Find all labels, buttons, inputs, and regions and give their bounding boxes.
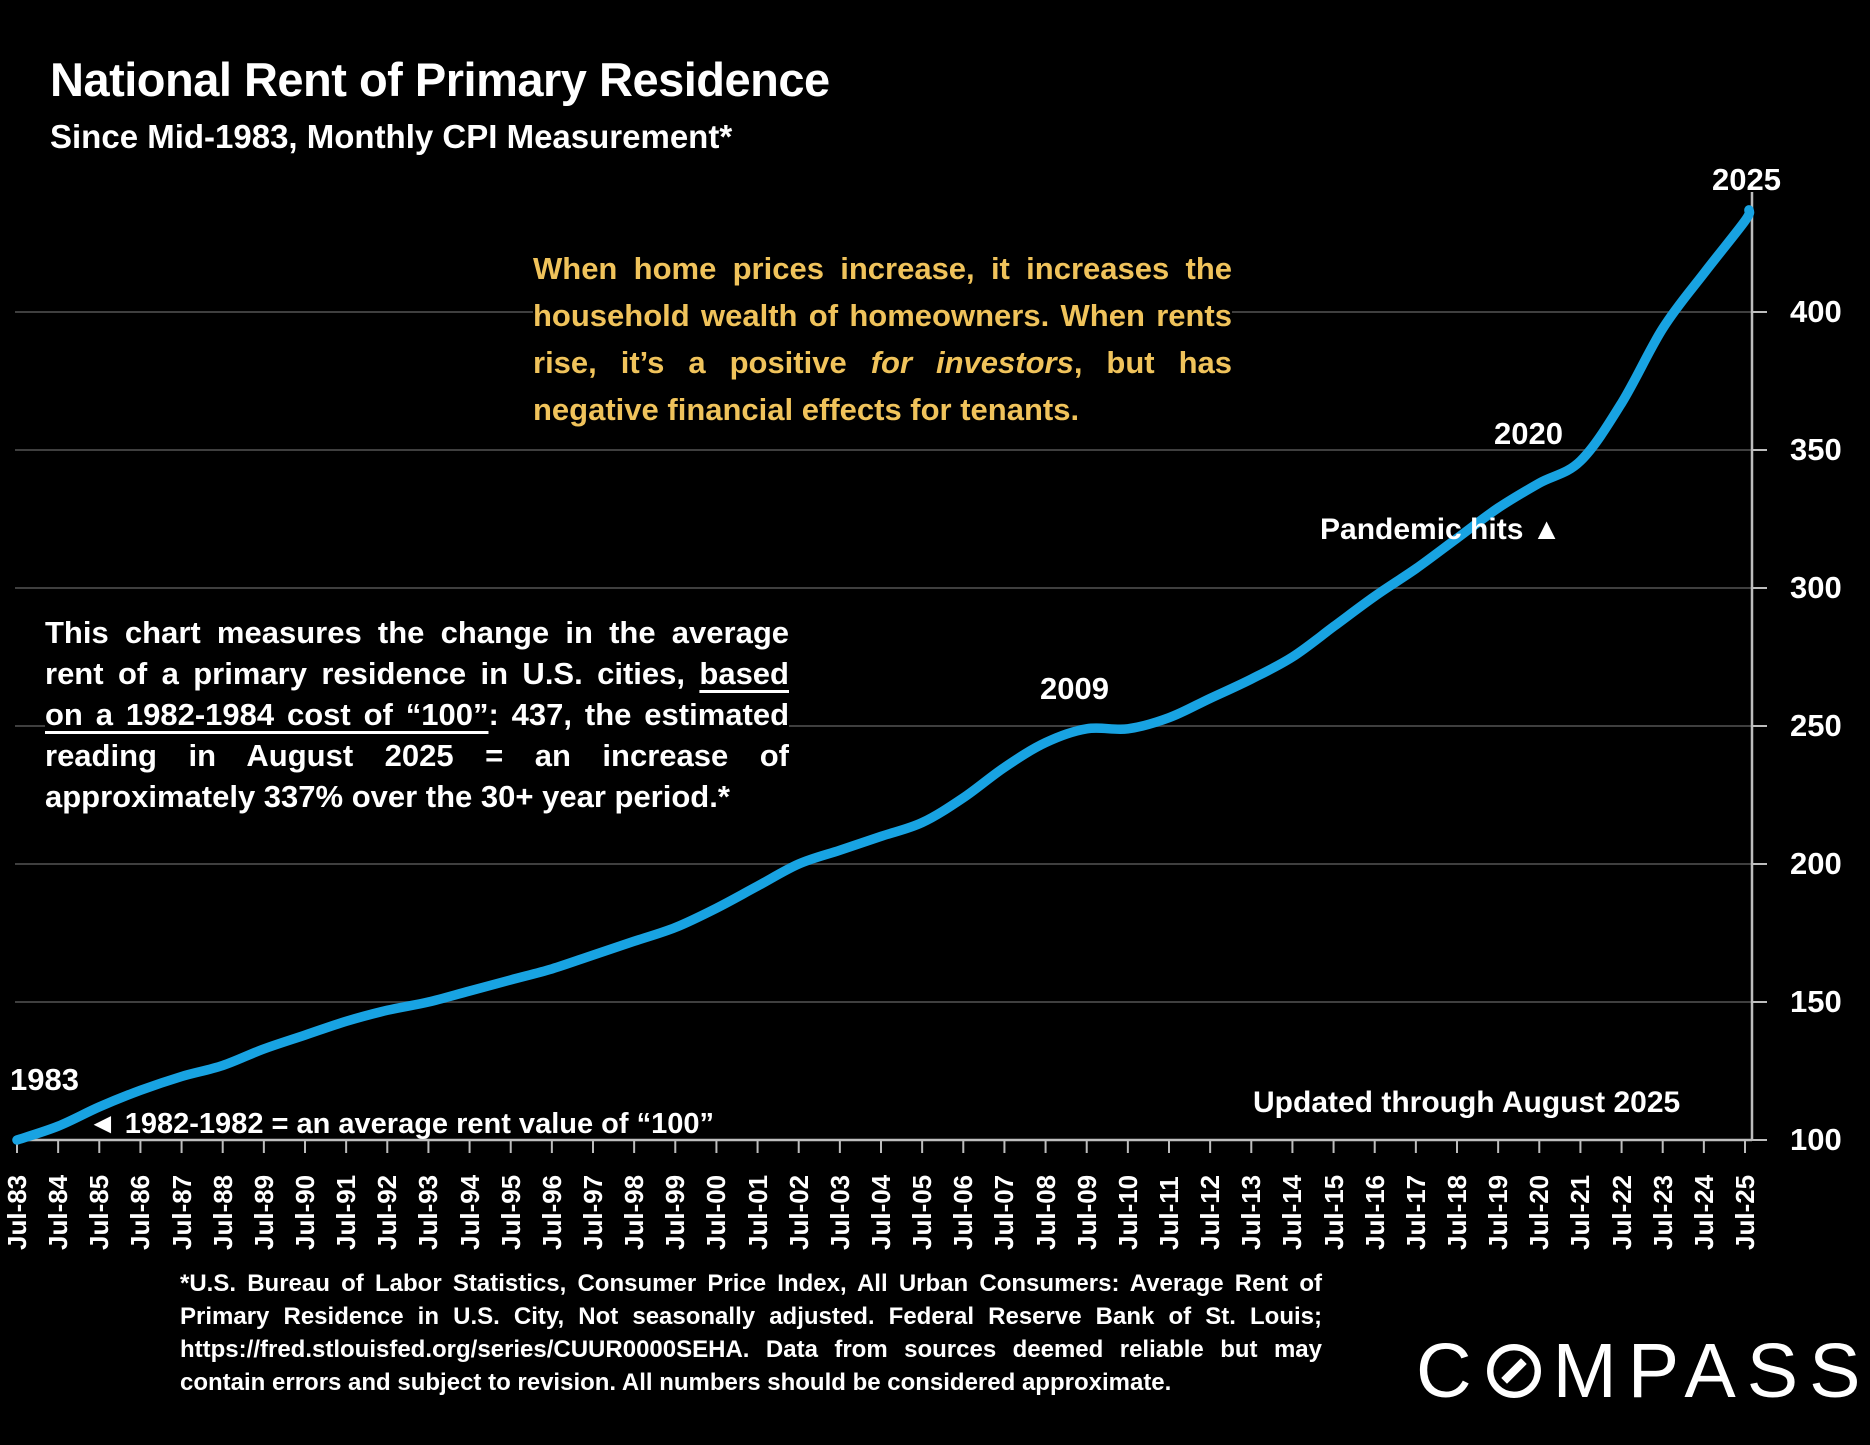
- x-axis-label-Jul-22: Jul-22: [1606, 1174, 1637, 1250]
- x-axis-label-Jul-12: Jul-12: [1195, 1174, 1226, 1250]
- annotation-base-value: ◄ 1982-1982 = an average rent value of “…: [88, 1108, 714, 1140]
- y-axis-label-400: 400: [1790, 294, 1842, 329]
- page-title: National Rent of Primary Residence: [50, 53, 830, 106]
- x-axis-label-Jul-88: Jul-88: [207, 1174, 238, 1250]
- x-axis-label-Jul-17: Jul-17: [1400, 1174, 1431, 1250]
- x-axis-label-Jul-11: Jul-11: [1154, 1176, 1184, 1250]
- wealth-note-post: , but has negative financial effects for…: [533, 345, 1232, 427]
- compass-logo-letter-c: C: [1416, 1328, 1483, 1414]
- x-axis-label-Jul-86: Jul-86: [125, 1174, 156, 1250]
- y-axis-label-150: 150: [1790, 984, 1842, 1019]
- y-axis-label-250: 250: [1790, 708, 1842, 743]
- x-axis-label-Jul-91: Jul-91: [331, 1174, 362, 1250]
- annotation-2020: 2020: [1494, 416, 1563, 451]
- x-axis-label-Jul-89: Jul-89: [248, 1174, 279, 1250]
- annotation-updated-through: Updated through August 2025: [1253, 1086, 1681, 1119]
- x-axis-label-Jul-94: Jul-94: [454, 1174, 485, 1250]
- compass-circle-icon: [1486, 1344, 1541, 1398]
- x-axis-label-Jul-10: Jul-10: [1112, 1174, 1143, 1250]
- y-axis-label-100: 100: [1790, 1122, 1842, 1157]
- y-axis-label-200: 200: [1790, 846, 1842, 881]
- x-axis-label-Jul-90: Jul-90: [290, 1174, 320, 1250]
- wealth-note-italic: for investors: [870, 345, 1074, 380]
- page-subtitle: Since Mid-1983, Monthly CPI Measurement*: [50, 118, 733, 155]
- wealth-note-pre: When home prices increase, it increases …: [533, 251, 1232, 380]
- x-axis-label-Jul-87: Jul-87: [166, 1174, 197, 1250]
- compass-logo-letters-mpass: MPASS: [1552, 1328, 1870, 1414]
- x-axis-label-Jul-08: Jul-08: [1030, 1174, 1061, 1250]
- y-axis-label-350: 350: [1790, 432, 1842, 467]
- x-axis-label-Jul-00: Jul-00: [701, 1174, 732, 1250]
- x-axis-label-Jul-01: Jul-01: [742, 1174, 773, 1250]
- x-axis-label-Jul-02: Jul-02: [783, 1174, 814, 1250]
- annotation-1983: 1983: [10, 1062, 79, 1097]
- x-axis-label-Jul-84: Jul-84: [43, 1174, 74, 1250]
- y-axis-label-300: 300: [1790, 570, 1842, 605]
- x-axis-label-Jul-92: Jul-92: [372, 1174, 403, 1250]
- x-axis-label-Jul-99: Jul-99: [660, 1174, 691, 1250]
- x-axis-label-Jul-16: Jul-16: [1359, 1174, 1390, 1250]
- x-axis-label-Jul-13: Jul-13: [1236, 1174, 1267, 1250]
- source-footnote: *U.S. Bureau of Labor Statistics, Consum…: [180, 1270, 1322, 1396]
- x-axis-label-Jul-85: Jul-85: [84, 1174, 115, 1250]
- x-axis-label-Jul-15: Jul-15: [1318, 1174, 1349, 1250]
- x-axis-label-Jul-25: Jul-25: [1730, 1174, 1760, 1250]
- x-axis-label-Jul-04: Jul-04: [866, 1174, 896, 1250]
- x-axis-label-Jul-18: Jul-18: [1442, 1174, 1472, 1250]
- x-axis-label-Jul-24: Jul-24: [1688, 1174, 1719, 1250]
- x-axis-label-Jul-14: Jul-14: [1277, 1174, 1308, 1250]
- annotation-2025: 2025: [1712, 162, 1781, 197]
- x-axis-label-Jul-97: Jul-97: [578, 1174, 608, 1250]
- annotation-2009: 2009: [1040, 671, 1109, 706]
- x-axis-label-Jul-05: Jul-05: [907, 1174, 938, 1250]
- x-axis-label-Jul-20: Jul-20: [1524, 1174, 1555, 1250]
- x-axis-label-Jul-98: Jul-98: [619, 1174, 650, 1250]
- compass-logo: C MPASS: [1416, 1326, 1870, 1416]
- x-axis-label-Jul-07: Jul-07: [989, 1174, 1020, 1250]
- annotation-measure-note: This chart measures the change in the av…: [45, 612, 789, 817]
- annotation-wealth-note: When home prices increase, it increases …: [533, 245, 1232, 433]
- measure-note-underlined: based on a 1982-1984 cost of “100”: [45, 656, 789, 732]
- x-axis-label-Jul-83: Jul-83: [2, 1174, 32, 1250]
- x-axis-label-Jul-19: Jul-19: [1483, 1174, 1514, 1250]
- x-axis-label-Jul-21: Jul-21: [1565, 1174, 1596, 1250]
- x-axis-label-Jul-06: Jul-06: [948, 1174, 979, 1250]
- x-axis-label-Jul-23: Jul-23: [1647, 1174, 1678, 1250]
- measure-note-pre: This chart measures the change in the av…: [45, 615, 789, 691]
- x-axis-label-Jul-03: Jul-03: [824, 1174, 855, 1250]
- rent-index-line: [12, 205, 1755, 1145]
- x-axis-label-Jul-09: Jul-09: [1071, 1174, 1102, 1250]
- annotation-pandemic-hits: Pandemic hits ▲: [1320, 513, 1562, 546]
- x-axis-label-Jul-96: Jul-96: [536, 1174, 567, 1250]
- x-axis-label-Jul-93: Jul-93: [413, 1174, 444, 1250]
- measure-note-post: : 437, the estimated reading in August 2…: [45, 697, 789, 814]
- x-axis-label-Jul-95: Jul-95: [495, 1174, 526, 1250]
